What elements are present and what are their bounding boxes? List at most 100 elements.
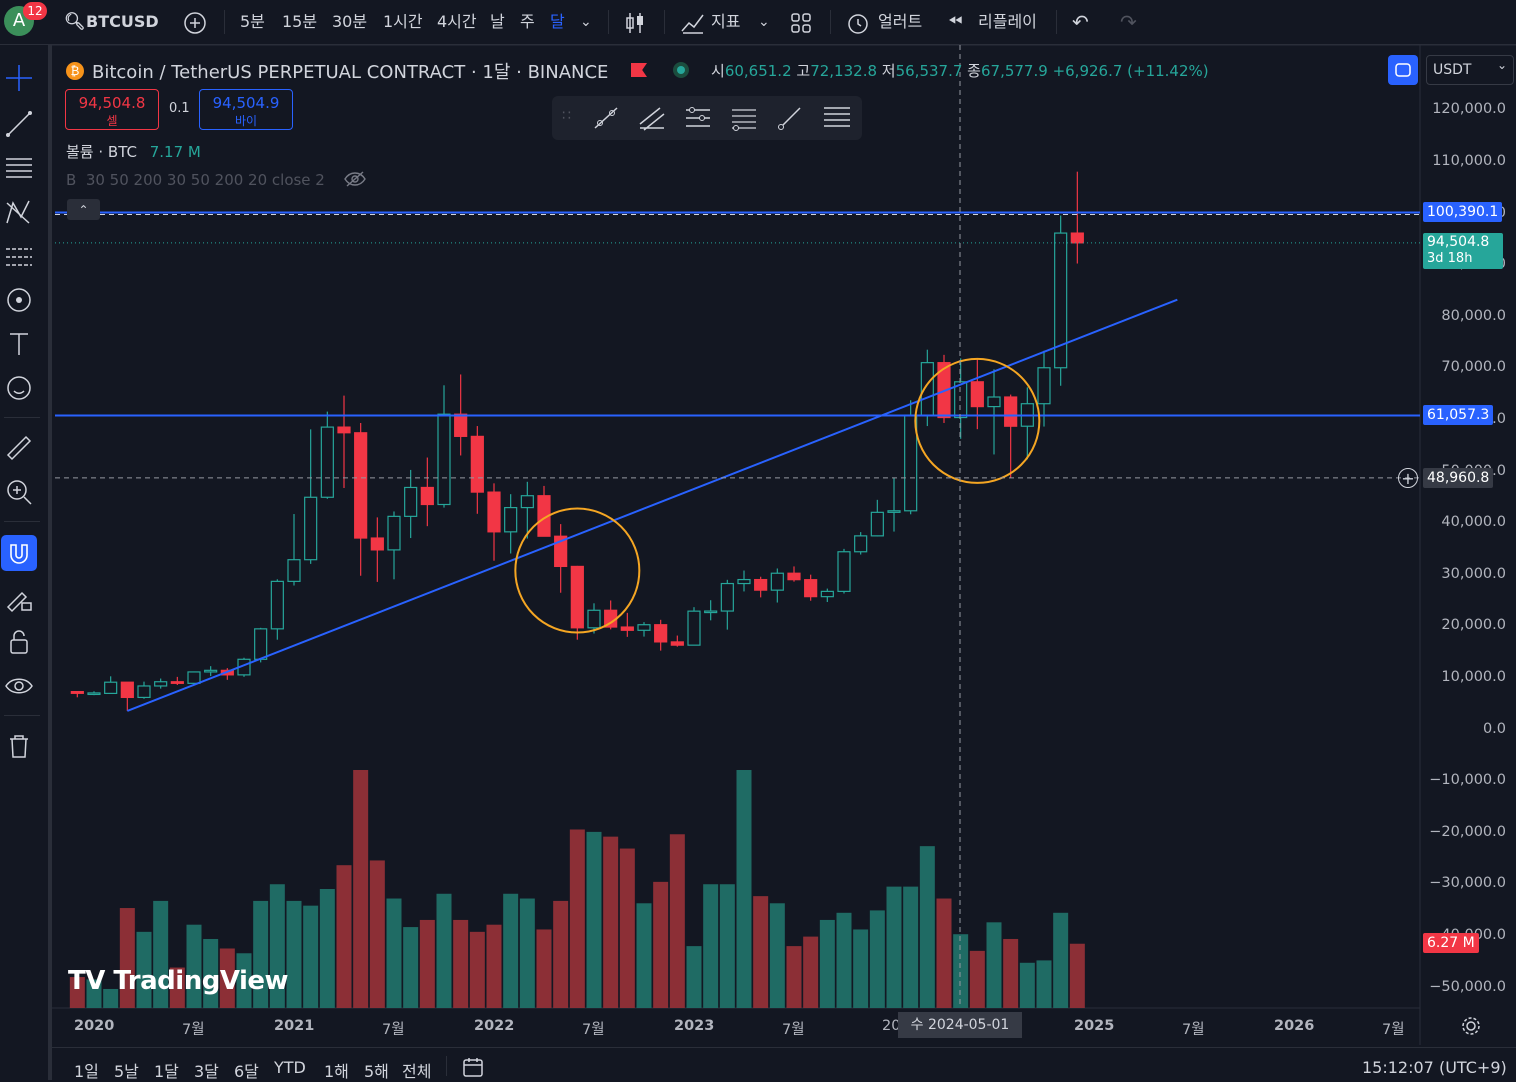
volume-bar (336, 865, 352, 1008)
candle-body (137, 685, 151, 699)
flag-icon[interactable] (631, 63, 647, 77)
range-ytd[interactable]: YTD (274, 1058, 306, 1077)
low-label: 저 (881, 62, 896, 80)
volume-bar (1003, 938, 1019, 1008)
text-tool-icon[interactable] (4, 329, 34, 359)
undo-icon[interactable]: ↶ (1072, 10, 1089, 34)
support-price-tag[interactable]: 61,057.3 (1423, 405, 1494, 425)
current-price-tag[interactable]: 94,504.8 3d 18h (1423, 233, 1503, 269)
brush-tool-icon[interactable] (4, 285, 34, 315)
interval-1h[interactable]: 1시간 (383, 12, 423, 31)
indicators-icon[interactable] (680, 0, 706, 44)
emoji-tool-icon[interactable] (4, 373, 34, 403)
time-axis-label: 7월 (1382, 1022, 1405, 1038)
chevron-down-icon[interactable]: ⌄ (758, 14, 770, 30)
range-1m[interactable]: 1달 (154, 1062, 179, 1081)
candle-body (304, 496, 318, 561)
parallel-channel-icon[interactable] (638, 104, 666, 132)
sell-button[interactable]: 94,504.8 셀 (65, 89, 159, 130)
lock-drawing-icon[interactable] (4, 583, 34, 613)
interval-month[interactable]: 달 (550, 12, 565, 31)
candle-body (970, 381, 984, 408)
interval-week[interactable]: 주 (520, 12, 535, 31)
volume-bar (986, 922, 1002, 1008)
crosshair-date-tag: 수 2024-05-01 (898, 1012, 1022, 1038)
chevron-down-icon[interactable]: ⌄ (580, 14, 592, 30)
fib-retracement-icon[interactable] (730, 104, 758, 132)
range-5d[interactable]: 5날 (114, 1062, 139, 1081)
volume-bar (1053, 912, 1069, 1008)
volume-legend[interactable]: 볼륨 · BTC 7.17 M (66, 141, 201, 162)
crosshair-icon[interactable] (4, 63, 34, 93)
add-symbol-icon[interactable] (183, 0, 207, 44)
high-label: 고 (796, 62, 811, 80)
price-axis[interactable]: 120,000.0110,000.0100,000.090,000.080,00… (1420, 0, 1516, 1040)
resistance-price-tag[interactable]: 100,390.1 (1423, 202, 1503, 222)
magnet-icon (10, 544, 28, 564)
collapse-legend-button[interactable]: ⌃ (67, 199, 100, 220)
add-alert-icon[interactable]: + (1398, 468, 1418, 488)
volume-bar (703, 884, 719, 1008)
lock-icon[interactable] (4, 627, 34, 657)
volume-bar (519, 898, 535, 1008)
horizontal-lines-icon[interactable] (684, 104, 712, 132)
interval-15m[interactable]: 15분 (282, 12, 318, 31)
forecast-tool-icon[interactable] (4, 241, 34, 271)
trash-icon[interactable] (4, 731, 34, 761)
trendline (126, 298, 1178, 712)
tradingview-logo-icon: TV (68, 966, 105, 996)
drag-handle-icon[interactable]: ∷ (562, 108, 571, 124)
range-1d[interactable]: 1일 (74, 1062, 99, 1081)
volume-bar (619, 848, 635, 1008)
candlestick-icon[interactable] (624, 0, 646, 44)
interval-day[interactable]: 날 (490, 12, 505, 31)
volume-bar (636, 903, 652, 1008)
volume-bar (436, 893, 452, 1008)
ray-icon[interactable] (776, 104, 804, 132)
range-5y[interactable]: 5해 (364, 1062, 389, 1081)
symbol-label[interactable]: BTCUSD (86, 12, 159, 31)
settings-gear-icon[interactable] (1461, 1016, 1481, 1040)
layout-grid-icon[interactable] (790, 0, 812, 44)
indicators-button[interactable]: 지표 (711, 12, 741, 31)
indicator-legend[interactable]: B 30 50 200 30 50 200 20 close 2 (66, 171, 325, 189)
interval-30m[interactable]: 30분 (332, 12, 368, 31)
clock[interactable]: 15:12:07 (UTC+9) (1362, 1058, 1507, 1077)
zoom-in-icon[interactable] (4, 477, 34, 507)
alert-button[interactable]: 얼러트 (878, 12, 923, 31)
range-6m[interactable]: 6달 (234, 1062, 259, 1081)
eye-icon[interactable] (4, 671, 34, 701)
pattern-tool-icon[interactable] (4, 197, 34, 227)
ruler-icon[interactable] (4, 433, 34, 463)
magnet-button[interactable] (1, 535, 37, 571)
replay-button[interactable]: 리플레이 (978, 12, 1037, 31)
trendline-icon[interactable] (592, 104, 620, 132)
range-all[interactable]: 전체 (402, 1062, 432, 1081)
goto-date-icon[interactable] (462, 1056, 484, 1082)
range-3m[interactable]: 3달 (194, 1062, 219, 1081)
volume-bar (669, 834, 685, 1008)
eye-hidden-icon[interactable] (344, 170, 366, 192)
buy-button[interactable]: 94,504.9 바이 (199, 89, 293, 130)
redo-icon[interactable]: ↷ (1120, 10, 1137, 34)
more-lines-icon[interactable] (822, 104, 852, 132)
currency-select[interactable]: USDT ⌄ (1426, 55, 1514, 85)
interval-5m[interactable]: 5분 (240, 12, 265, 31)
fib-tool-icon[interactable] (4, 153, 34, 183)
interval-4h[interactable]: 4시간 (437, 12, 477, 31)
candle-body (237, 658, 251, 676)
sync-button[interactable] (1388, 55, 1418, 85)
candle-body (804, 579, 818, 598)
range-1y[interactable]: 1해 (324, 1062, 349, 1081)
candle-body (454, 413, 468, 437)
symbol-search[interactable]: 🔍︎ (64, 0, 86, 44)
time-axis[interactable]: 2020 7월 2021 7월 2022 7월 2023 7월 20 2025 7월 2026 7월 (52, 1010, 1420, 1040)
time-axis-label: 7월 (182, 1022, 205, 1038)
alarm-clock-icon[interactable] (846, 0, 870, 44)
candle-body (204, 669, 218, 673)
symbol-title[interactable]: Bitcoin / TetherUS PERPETUAL CONTRACT · … (92, 62, 609, 83)
price-axis-label: 110,000.0 (1432, 152, 1506, 169)
trendline-tool-icon[interactable] (4, 109, 34, 139)
rewind-icon[interactable]: ⏪︎ (948, 11, 963, 32)
